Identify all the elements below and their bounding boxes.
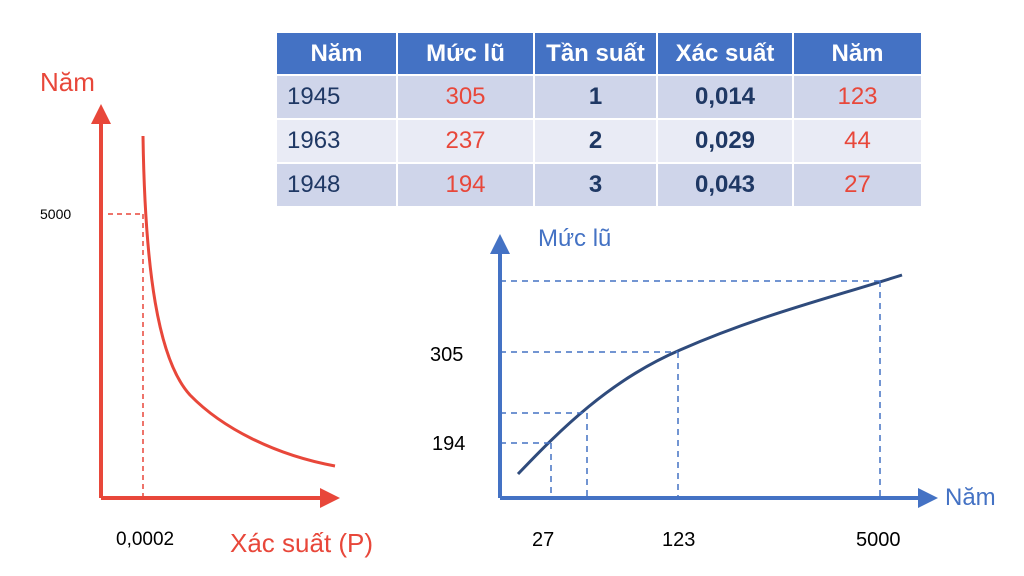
cell-probability: 0,029 bbox=[656, 118, 794, 164]
cell-flood-level: 305 bbox=[396, 74, 535, 120]
left-y-axis-label: Năm bbox=[40, 67, 95, 97]
left-x-tick-label: 0,0002 bbox=[116, 529, 174, 550]
cell-return-period: 123 bbox=[792, 74, 923, 120]
header-frequency: Tần suất bbox=[533, 31, 658, 76]
right-x-tick-27: 27 bbox=[532, 529, 554, 551]
cell-probability: 0,014 bbox=[656, 74, 794, 120]
flood-frequency-table: Năm Mức lũ Tần suất Xác suất Năm 1945 30… bbox=[275, 31, 923, 208]
header-return-period: Năm bbox=[792, 31, 923, 76]
cell-flood-level: 237 bbox=[396, 118, 535, 164]
table-row: 1963 237 2 0,029 44 bbox=[275, 118, 923, 164]
left-y-tick-label: 5000 bbox=[40, 206, 71, 222]
left-x-axis-label: Xác suất (P) bbox=[230, 528, 373, 558]
right-x-tick-123: 123 bbox=[662, 529, 695, 551]
left-curve bbox=[141, 135, 336, 468]
left-chart: Năm Xác suất (P) 5000 0,0002 bbox=[40, 67, 373, 558]
header-flood-level: Mức lũ bbox=[396, 31, 535, 76]
cell-frequency: 2 bbox=[533, 118, 658, 164]
header-probability: Xác suất bbox=[656, 31, 794, 76]
right-ref-lines bbox=[500, 280, 881, 498]
right-curve bbox=[516, 273, 903, 476]
table-row: 1945 305 1 0,014 123 bbox=[275, 74, 923, 120]
cell-frequency: 1 bbox=[533, 74, 658, 120]
cell-year: 1963 bbox=[275, 118, 398, 164]
cell-probability: 0,043 bbox=[656, 162, 794, 208]
cell-flood-level: 194 bbox=[396, 162, 535, 208]
right-x-axis-label: Năm bbox=[945, 484, 996, 511]
table-row: 1948 194 3 0,043 27 bbox=[275, 162, 923, 208]
table-header-row: Năm Mức lũ Tần suất Xác suất Năm bbox=[275, 31, 923, 76]
right-x-tick-5000: 5000 bbox=[856, 529, 901, 551]
right-y-tick-305: 305 bbox=[430, 344, 463, 366]
cell-return-period: 27 bbox=[792, 162, 923, 208]
right-chart: Mức lũ Năm 305 194 27 123 5000 bbox=[430, 225, 996, 551]
cell-frequency: 3 bbox=[533, 162, 658, 208]
right-y-tick-194: 194 bbox=[432, 433, 465, 455]
cell-year: 1948 bbox=[275, 162, 398, 208]
right-y-axis-label: Mức lũ bbox=[538, 225, 611, 252]
cell-year: 1945 bbox=[275, 74, 398, 120]
header-year: Năm bbox=[275, 31, 398, 76]
cell-return-period: 44 bbox=[792, 118, 923, 164]
